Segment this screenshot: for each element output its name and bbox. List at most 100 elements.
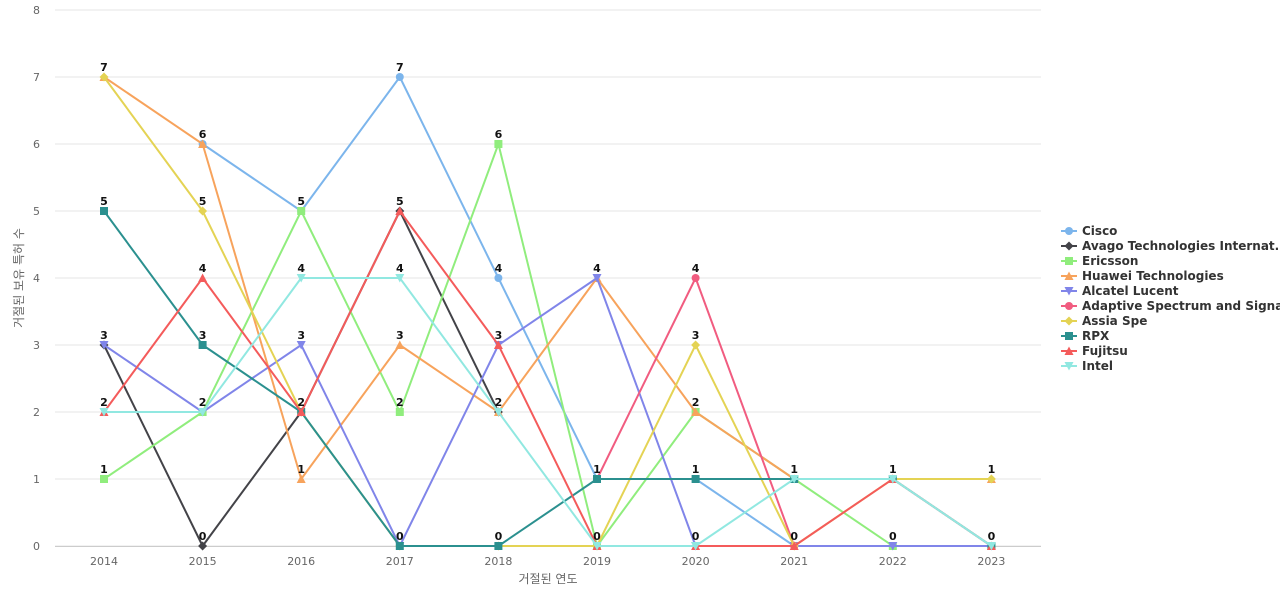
data-point [494,140,503,148]
data-label: 1 [790,463,798,476]
data-label: 5 [100,195,108,208]
legend-item[interactable]: RPX [1061,329,1110,343]
y-tick-label: 8 [33,4,40,17]
legend-marker [1064,271,1074,280]
data-label: 2 [297,396,305,409]
data-label: 4 [495,262,503,275]
data-point [493,340,503,349]
data-label: 3 [692,329,700,342]
data-point [888,475,898,484]
y-tick-label: 4 [33,272,40,285]
data-label: 3 [199,329,207,342]
legend-item[interactable]: Fujitsu [1061,344,1128,358]
data-label: 3 [396,329,404,342]
data-label: 1 [297,463,305,476]
data-point [986,542,996,551]
data-label: 6 [495,128,503,141]
data-label: 2 [396,396,404,409]
data-label: 7 [396,61,404,74]
legend-label: Adaptive Spectrum and Signa... [1082,299,1280,313]
series-intel[interactable] [99,274,996,551]
legend-marker [1064,287,1074,296]
data-label: 0 [988,530,996,543]
data-label: 2 [692,396,700,409]
data-label: 0 [889,530,897,543]
x-tick-label: 2020 [682,555,710,568]
legend-item[interactable]: Intel [1061,359,1113,373]
legend-marker [1065,302,1073,310]
data-point [691,274,700,282]
data-point [198,408,208,417]
data-label: 5 [199,195,207,208]
data-label: 0 [495,530,503,543]
data-label: 0 [790,530,798,543]
data-point [691,475,700,483]
y-axis-title: 거절된 보유 특허 수 [12,228,26,328]
data-label: 5 [297,195,305,208]
legend-label: Fujitsu [1082,344,1128,358]
data-point [888,542,898,551]
legend-item[interactable]: Alcatel Lucent [1061,284,1179,298]
data-point [395,408,404,416]
data-label: 7 [100,61,108,74]
legend-marker [1064,241,1074,251]
data-point [100,207,108,215]
legend-label: Alcatel Lucent [1082,284,1179,298]
data-label: 3 [495,329,503,342]
data-label: 4 [199,262,207,275]
data-point [691,542,701,551]
data-label: 0 [593,530,601,543]
data-label: 5 [396,195,404,208]
legend-item[interactable]: Ericsson [1061,254,1138,268]
x-tick-label: 2023 [977,555,1005,568]
data-label: 0 [199,530,207,543]
data-point [100,475,108,483]
y-tick-label: 2 [33,406,40,419]
data-point [99,72,109,82]
data-point [395,274,405,283]
data-label: 3 [100,329,108,342]
data-label: 1 [692,463,700,476]
data-point [593,475,601,483]
legend-marker [1065,332,1073,340]
data-point [986,474,996,484]
series-avago-technologies-internat[interactable] [99,206,503,551]
legend-label: Intel [1082,359,1113,373]
y-tick-label: 0 [33,540,40,553]
legend-item[interactable]: Cisco [1061,224,1117,238]
legend-item[interactable]: Assia Spe [1061,314,1147,328]
y-tick-label: 3 [33,339,40,352]
data-label: 1 [988,463,996,476]
data-point [296,474,306,483]
data-label: 2 [100,396,108,409]
x-tick-label: 2014 [90,555,118,568]
data-point [395,206,405,215]
legend-item[interactable]: Adaptive Spectrum and Signa... [1061,299,1280,313]
data-point [99,408,109,417]
legend-item[interactable]: Huawei Technologies [1061,269,1224,283]
data-point [198,341,207,349]
x-tick-label: 2018 [484,555,512,568]
legend-item[interactable]: Avago Technologies Internat... [1061,239,1280,253]
legend-label: Cisco [1082,224,1117,238]
data-label: 4 [396,262,404,275]
data-labels: 7 5 3 2 1 6 5 4 3 2 0 5 4 3 2 1 7 5 4 3 2 0 6 4 3 2 0 4 1 0 4 3 2 1 0 1 0 1 0 1… [100,61,995,543]
data-label: 2 [199,396,207,409]
x-tick-label: 2016 [287,555,315,568]
data-point [691,407,701,416]
data-point [395,73,404,81]
x-tick-label: 2017 [386,555,414,568]
legend-marker [1065,257,1073,265]
data-point [297,207,306,215]
x-tick-label: 2015 [189,555,217,568]
data-point [395,340,405,349]
legend-label: RPX [1082,329,1110,343]
legend-marker [1064,316,1074,326]
x-axis-ticks: 2014 2015 2016 2017 2018 2019 2020 2021 2022 2023 [90,555,1005,568]
data-point [494,274,503,282]
data-label: 0 [396,530,404,543]
data-point [395,542,404,550]
data-point [592,542,602,551]
